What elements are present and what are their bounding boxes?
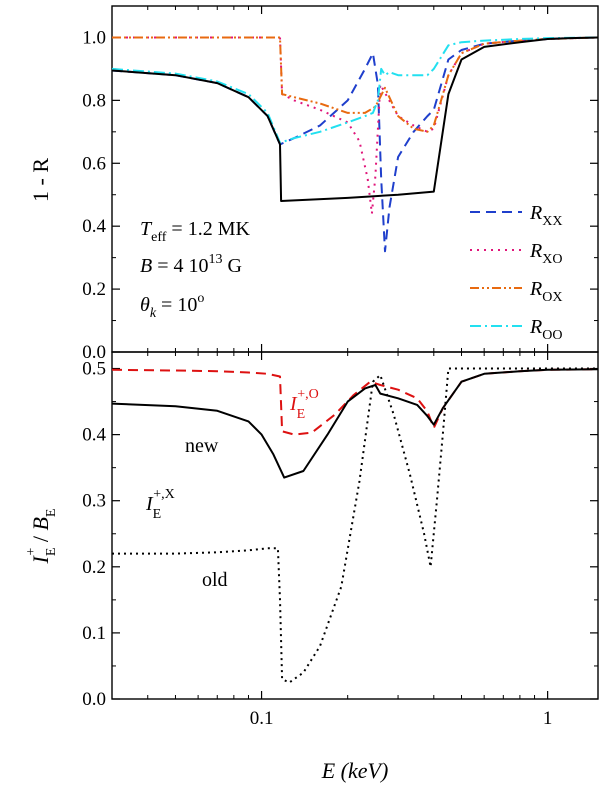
top-y-axis-label: 1 - R bbox=[28, 158, 53, 202]
top-y-tick-label: 0.8 bbox=[82, 90, 106, 111]
theta-annotation: θk = 10o bbox=[140, 291, 204, 321]
x-axis-label: E (keV) bbox=[321, 758, 389, 783]
top-y-tick-label: 0.6 bbox=[82, 153, 106, 174]
ix-label: IE+,X bbox=[145, 487, 175, 522]
bottom-panel-frame bbox=[111, 351, 599, 700]
io-label: IE+,O bbox=[289, 387, 319, 422]
top-series-total bbox=[111, 36, 599, 202]
legend: RXX RXO ROX ROO bbox=[470, 202, 562, 343]
top-series-r-ox bbox=[112, 36, 599, 133]
bottom-series-i-e-o- bbox=[111, 368, 599, 436]
new-label: new bbox=[185, 435, 219, 457]
top-y-tick-label: 1.0 bbox=[82, 27, 106, 48]
top-y-tick-label: 0.2 bbox=[82, 279, 106, 300]
bottom-y-tick-label: 0.4 bbox=[82, 425, 106, 446]
top-y-tick-label: 0.0 bbox=[82, 342, 106, 363]
svg-text:IE+ / BE: IE+ / BE bbox=[24, 509, 59, 565]
top-y-tick-label: 0.4 bbox=[82, 216, 106, 237]
bottom-y-tick-label: 0.2 bbox=[82, 557, 106, 578]
old-label: old bbox=[202, 569, 228, 591]
bottom-y-tick-label: 0.0 bbox=[82, 689, 106, 710]
bottom-series-new bbox=[111, 368, 599, 479]
legend-label-xo: RXO bbox=[529, 240, 562, 267]
x-tick-label: 0.1 bbox=[250, 708, 274, 729]
legend-label-xx: RXX bbox=[529, 202, 562, 229]
legend-label-ox: ROX bbox=[529, 278, 562, 305]
legend-label-oo: ROO bbox=[529, 316, 562, 343]
bottom-y-axis-label: IE+ / BE bbox=[24, 509, 59, 565]
top-series-r-oo bbox=[111, 36, 599, 144]
x-tick-label: 1 bbox=[543, 708, 553, 729]
bottom-series-old bbox=[112, 367, 598, 684]
bottom-y-tick-label: 0.5 bbox=[82, 359, 106, 380]
top-series-r-xx bbox=[111, 36, 599, 253]
bottom-y-tick-label: 0.3 bbox=[82, 491, 106, 512]
teff-annotation: Teff = 1.2 MK bbox=[140, 218, 250, 245]
b-field-annotation: B = 4 1013 G bbox=[140, 252, 242, 277]
bottom-y-tick-label: 0.1 bbox=[82, 623, 106, 644]
svg-text:1 - R: 1 - R bbox=[28, 158, 53, 202]
top-series-r-xo bbox=[112, 36, 599, 215]
